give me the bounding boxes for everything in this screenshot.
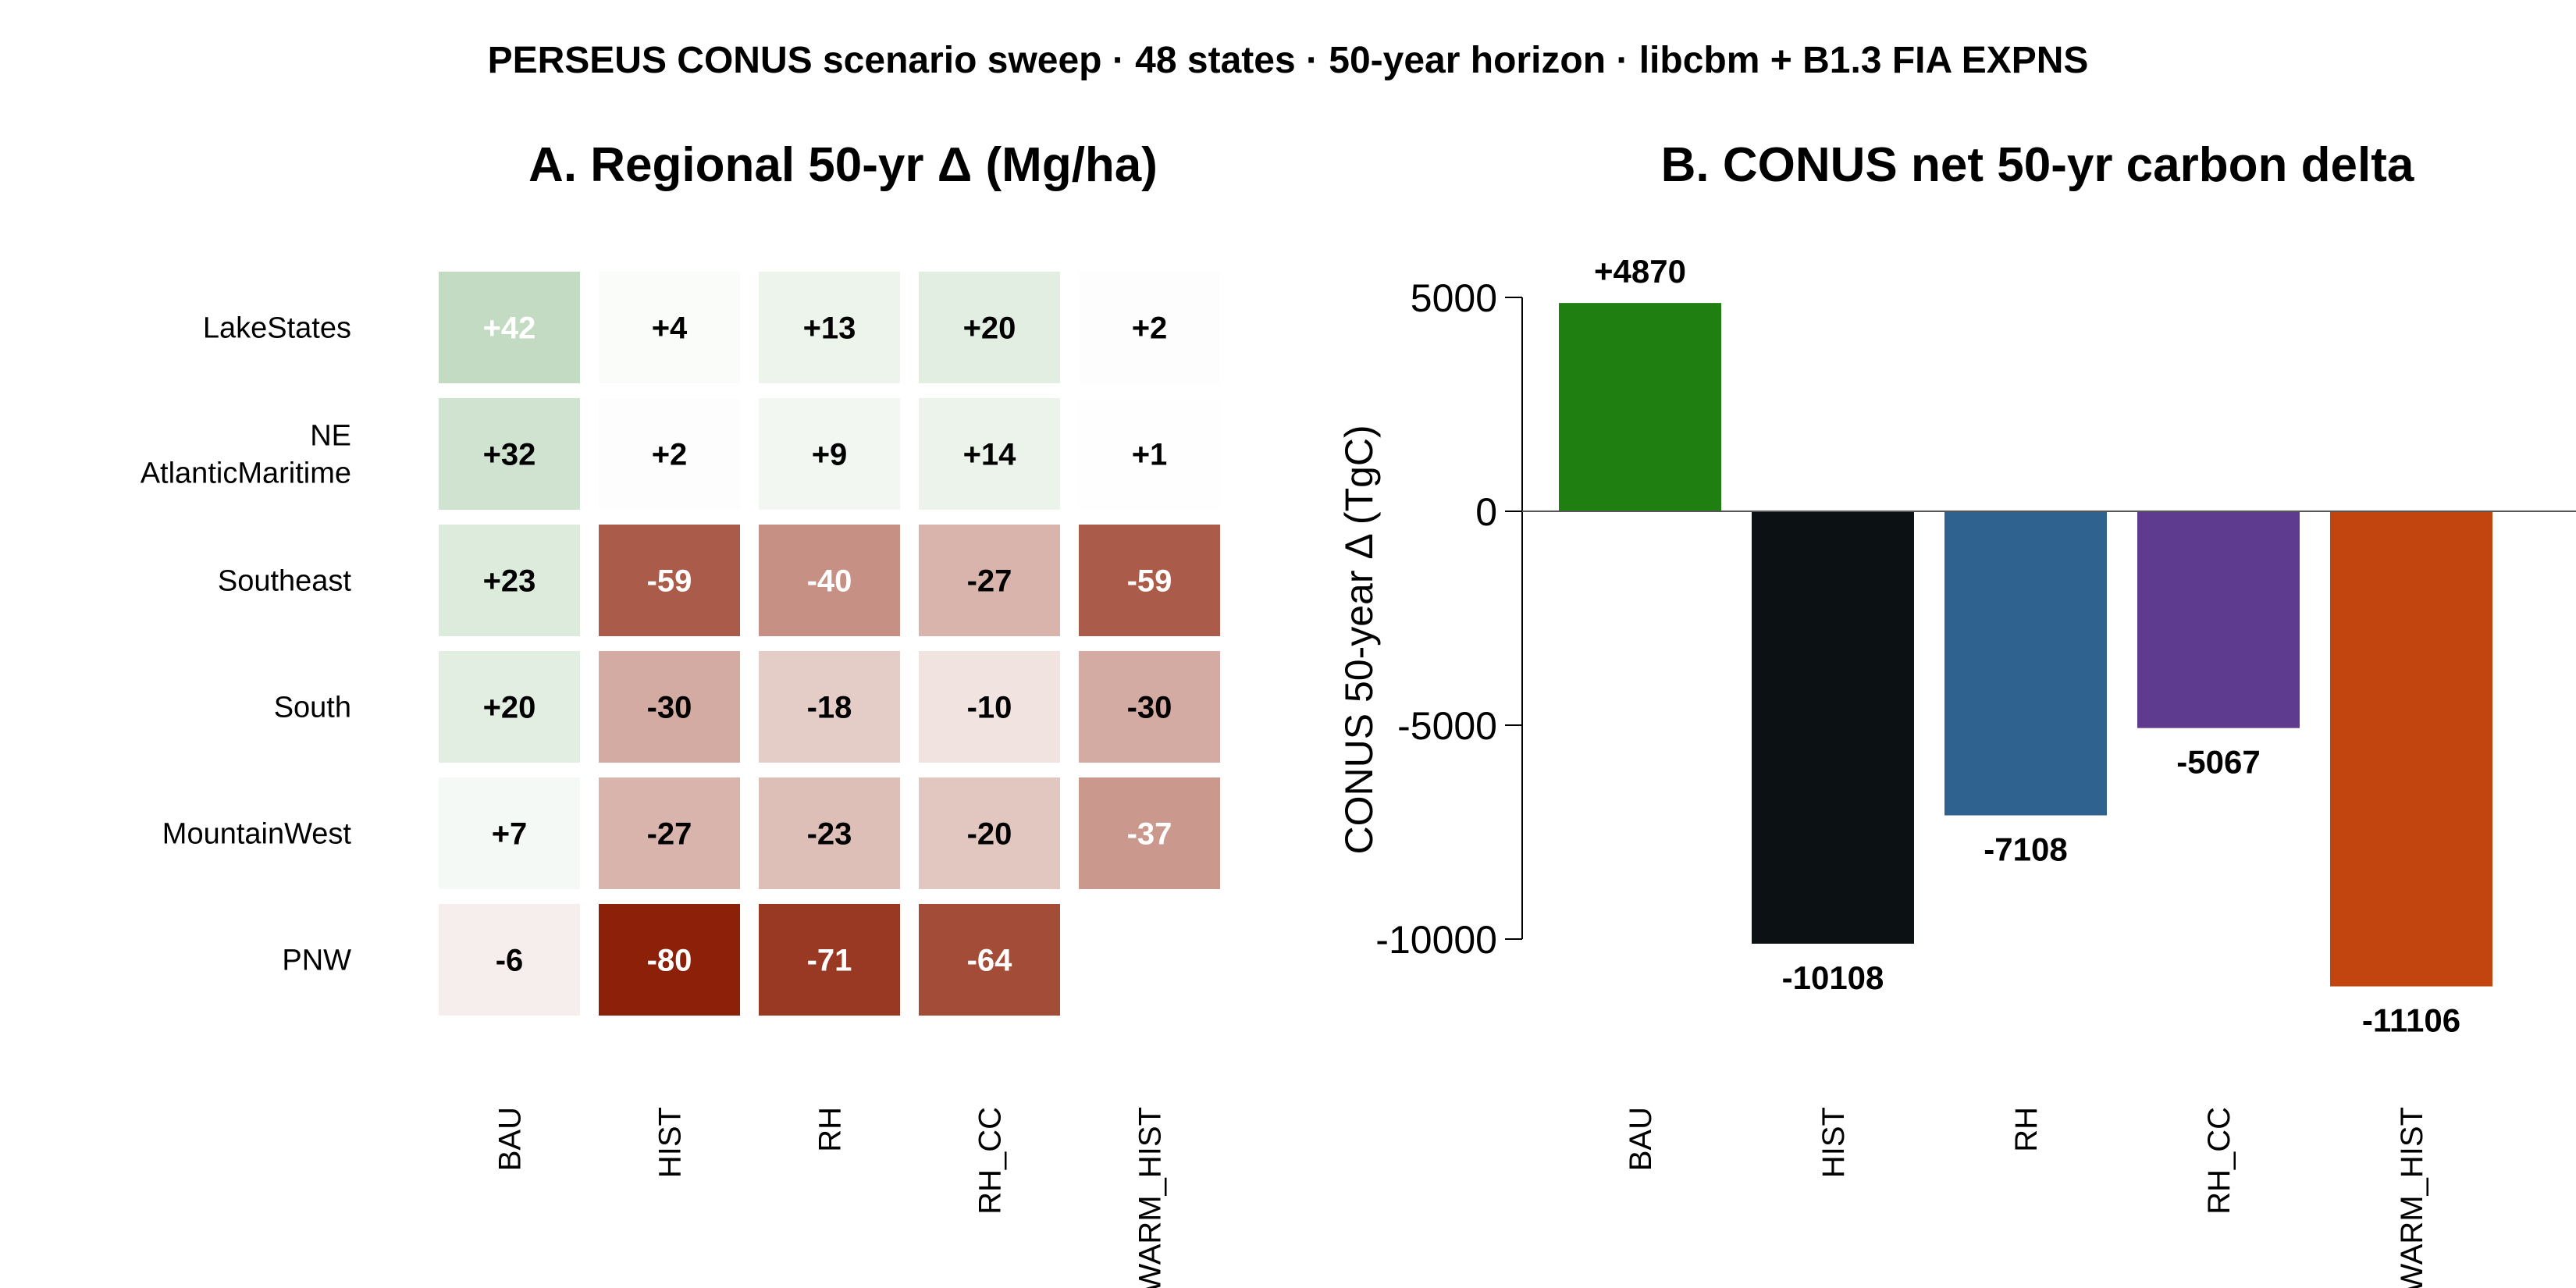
heatmap-value-lakestates-hist: +4 <box>652 311 688 346</box>
heatmap-cell-ne-atlanticmaritime-hist <box>599 398 740 510</box>
bar-rh-cc <box>2137 511 2300 728</box>
heatmap-value-lakestates-bau: +42 <box>483 311 536 346</box>
heatmap-value-pnw-hist: -80 <box>647 944 692 978</box>
heatmap-value-ne-atlanticmaritime-rh-cc: +14 <box>963 438 1017 472</box>
column-label-bau: BAU <box>493 1107 528 1171</box>
heatmap-cell-pnw-rh-cc <box>919 904 1060 1016</box>
heatmap-value-southeast-warm-hist: -59 <box>1127 564 1172 599</box>
heatmap-value-south-warm-hist: -30 <box>1127 691 1172 725</box>
y-tick-label-0: 0 <box>1475 490 1497 534</box>
heatmap-cell-ne-atlanticmaritime-rh-cc <box>919 398 1060 510</box>
row-label-southeast: Southeast <box>218 565 352 598</box>
column-label-hist: HIST <box>653 1107 688 1178</box>
heatmap-cell-lakestates-bau <box>439 272 580 383</box>
column-label-warm-hist: WARM_HIST <box>1133 1107 1168 1288</box>
heatmap-cell-southeast-rh <box>759 525 900 636</box>
heatmap-cell-mountainwest-warm-hist <box>1079 777 1220 889</box>
heatmap-cell-mountainwest-rh <box>759 777 900 889</box>
heatmap-value-southeast-hist: -59 <box>647 564 692 599</box>
bar-value-label-rh: -7108 <box>1984 831 2067 868</box>
x-tick-label-rh-cc: RH_CC <box>2202 1107 2236 1215</box>
x-tick-label-warm-hist: WARM_HIST <box>2395 1107 2429 1288</box>
bar-value-label-warm-hist: -11106 <box>2362 1002 2460 1039</box>
heatmap-cell-mountainwest-hist <box>599 777 740 889</box>
y-tick-label-5000: 5000 <box>1411 276 1497 320</box>
heatmap-value-ne-atlanticmaritime-hist: +2 <box>652 438 688 472</box>
heatmap-cell-pnw-rh <box>759 904 900 1016</box>
heatmap-value-ne-atlanticmaritime-bau: +32 <box>483 438 536 472</box>
heatmap-title: A. Regional 50-yr Δ (Mg/ha) <box>528 138 1158 192</box>
x-tick-label-rh: RH <box>2009 1107 2044 1152</box>
row-label-lakestates: LakeStates <box>203 312 351 345</box>
heatmap-cell-south-warm-hist <box>1079 651 1220 763</box>
heatmap-cell-ne-atlanticmaritime-bau <box>439 398 580 510</box>
heatmap-value-mountainwest-rh: -23 <box>807 817 852 852</box>
heatmap-value-mountainwest-bau: +7 <box>492 817 528 852</box>
heatmap-cell-southeast-hist <box>599 525 740 636</box>
column-label-rh-cc: RH_CC <box>973 1107 1008 1215</box>
bar-chart-title: B. CONUS net 50-yr carbon delta <box>1660 138 2414 192</box>
row-label-south: South <box>274 692 351 724</box>
heatmap-cell-south-bau <box>439 651 580 763</box>
heatmap-cell-south-rh <box>759 651 900 763</box>
heatmap-value-mountainwest-hist: -27 <box>647 817 692 852</box>
row-label-ne-atlanticmaritime: NE AtlanticMaritime <box>141 420 351 490</box>
heatmap-value-mountainwest-rh-cc: -20 <box>967 817 1012 852</box>
row-label-mountainwest: MountainWest <box>162 818 352 851</box>
heatmap-value-south-rh: -18 <box>807 691 852 725</box>
heatmap-cell-mountainwest-rh-cc <box>919 777 1060 889</box>
heatmap-value-southeast-bau: +23 <box>483 564 536 599</box>
column-label-rh: RH <box>813 1107 848 1152</box>
heatmap-value-southeast-rh-cc: -27 <box>967 564 1012 599</box>
row-label-pnw: PNW <box>282 945 351 977</box>
heatmap-cell-lakestates-rh-cc <box>919 272 1060 383</box>
y-tick-label--10000: -10000 <box>1375 918 1497 962</box>
bar-bau <box>1559 303 1721 511</box>
heatmap-cell-mountainwest-bau <box>439 777 580 889</box>
heatmap-value-pnw-rh-cc: -64 <box>967 944 1013 978</box>
bar-value-label-rh-cc: -5067 <box>2176 744 2260 781</box>
bar-warm-hist <box>2330 511 2492 987</box>
heatmap-value-south-bau: +20 <box>483 691 536 725</box>
heatmap-cell-south-hist <box>599 651 740 763</box>
heatmap-cell-southeast-bau <box>439 525 580 636</box>
heatmap-cell-southeast-warm-hist <box>1079 525 1220 636</box>
figure-suptitle: PERSEUS CONUS scenario sweep · 48 states… <box>487 40 2089 81</box>
heatmap-value-lakestates-warm-hist: +2 <box>1132 311 1168 346</box>
heatmap-cell-lakestates-warm-hist <box>1079 272 1220 383</box>
bar-value-label-hist: -10108 <box>1782 959 1884 996</box>
heatmap-value-ne-atlanticmaritime-rh: +9 <box>812 438 848 472</box>
heatmap-cell-southeast-rh-cc <box>919 525 1060 636</box>
bar-rh <box>1944 511 2107 816</box>
heatmap-value-pnw-rh: -71 <box>807 944 852 978</box>
heatmap-value-south-rh-cc: -10 <box>967 691 1012 725</box>
y-axis-label: CONUS 50-year Δ (TgC) <box>1337 425 1381 854</box>
heatmap-value-lakestates-rh: +13 <box>803 311 856 346</box>
heatmap-value-ne-atlanticmaritime-warm-hist: +1 <box>1132 438 1168 472</box>
bar-hist <box>1752 511 1914 944</box>
heatmap-value-lakestates-rh-cc: +20 <box>963 311 1016 346</box>
x-tick-label-hist: HIST <box>1816 1107 1851 1178</box>
heatmap-value-southeast-rh: -40 <box>807 564 852 599</box>
heatmap-cell-south-rh-cc <box>919 651 1060 763</box>
heatmap-value-pnw-bau: -6 <box>496 944 524 978</box>
heatmap-cell-ne-atlanticmaritime-warm-hist <box>1079 398 1220 510</box>
bar-value-label-bau: +4870 <box>1594 253 1686 290</box>
heatmap-cell-pnw-hist <box>599 904 740 1016</box>
heatmap-cell-lakestates-rh <box>759 272 900 383</box>
heatmap-value-south-hist: -30 <box>647 691 692 725</box>
heatmap-cell-ne-atlanticmaritime-rh <box>759 398 900 510</box>
heatmap-cell-lakestates-hist <box>599 272 740 383</box>
heatmap-value-mountainwest-warm-hist: -37 <box>1127 817 1172 852</box>
heatmap-cell-pnw-bau <box>439 904 580 1016</box>
x-tick-label-bau: BAU <box>1624 1107 1658 1171</box>
y-tick-label--5000: -5000 <box>1397 704 1497 748</box>
